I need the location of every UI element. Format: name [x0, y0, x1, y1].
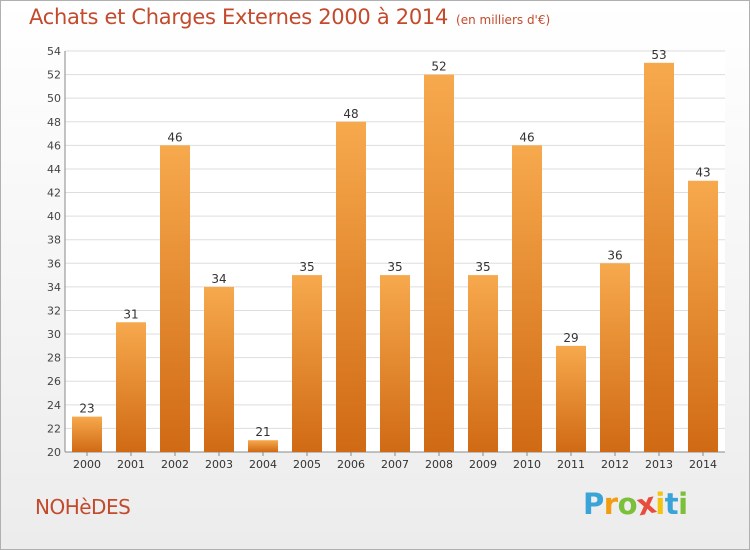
y-tick-label: 52: [47, 69, 61, 82]
data-label: 48: [343, 107, 358, 121]
bar: [292, 275, 322, 452]
data-label: 35: [387, 260, 402, 274]
logo-letter: P: [583, 487, 604, 521]
x-tick-label: 2011: [557, 458, 585, 471]
y-tick-label: 40: [47, 210, 61, 223]
chart-title: Achats et Charges Externes 2000 à 2014 (e…: [29, 5, 550, 29]
y-tick-label: 30: [47, 328, 61, 341]
x-tick-label: 2007: [381, 458, 409, 471]
data-label: 53: [651, 48, 666, 62]
title-text: Achats et Charges Externes 2000 à 2014: [29, 5, 449, 29]
x-tick-label: 2012: [601, 458, 629, 471]
x-tick-label: 2001: [117, 458, 145, 471]
logo-letter: i: [678, 487, 688, 521]
x-tick-label: 2004: [249, 458, 277, 471]
x-tick-label: 2014: [689, 458, 717, 471]
bar: [600, 263, 630, 452]
y-tick-label: 48: [47, 116, 61, 129]
data-label: 35: [299, 260, 314, 274]
y-tick-label: 36: [47, 257, 61, 270]
x-tick-label: 2005: [293, 458, 321, 471]
x-tick-label: 2003: [205, 458, 233, 471]
logo-letter: r: [603, 487, 618, 521]
bar: [336, 121, 366, 452]
y-tick-label: 42: [47, 187, 61, 200]
bar: [644, 62, 674, 452]
bar: [556, 345, 586, 452]
bar: [72, 416, 102, 452]
data-label: 52: [431, 60, 446, 74]
bar: [688, 180, 718, 452]
commune-name: NOHèDES: [35, 495, 131, 519]
bar: [380, 275, 410, 452]
y-tick-label: 44: [47, 163, 61, 176]
bar: [248, 440, 278, 452]
data-label: 23: [79, 402, 94, 416]
x-tick-label: 2002: [161, 458, 189, 471]
y-tick-label: 32: [47, 304, 61, 317]
bar: [160, 145, 190, 452]
x-tick-label: 2000: [73, 458, 101, 471]
y-tick-label: 50: [47, 92, 61, 105]
bar: [512, 145, 542, 452]
data-label: 21: [255, 425, 270, 439]
data-label: 35: [475, 260, 490, 274]
x-tick-label: 2006: [337, 458, 365, 471]
data-label: 43: [695, 166, 710, 180]
bar: [116, 322, 146, 452]
bar: [424, 74, 454, 453]
x-tick-label: 2008: [425, 458, 453, 471]
bar: [468, 275, 498, 452]
logo-letter: o: [617, 487, 638, 521]
x-tick-label: 2013: [645, 458, 673, 471]
chart-subtitle: (en milliers d'€): [456, 13, 551, 27]
y-tick-label: 26: [47, 375, 61, 388]
bar: [204, 286, 234, 452]
x-tick-label: 2010: [513, 458, 541, 471]
y-tick-label: 34: [47, 281, 61, 294]
bar-chart: 20 22 24 26 28 30 32 34 36 38 40 42 44 46 48 50 52 54 23 20…: [47, 45, 725, 471]
data-label: 29: [563, 331, 578, 345]
data-label: 34: [211, 272, 226, 286]
logo-letter: t: [664, 487, 679, 521]
x-tick-label: 2009: [469, 458, 497, 471]
y-tick-label: 46: [47, 139, 61, 152]
y-tick-label: 54: [47, 45, 61, 58]
logo-letter: i: [655, 487, 665, 521]
y-tick-label: 38: [47, 234, 61, 247]
y-tick-label: 24: [47, 399, 61, 412]
data-label: 46: [167, 130, 182, 144]
y-tick-label: 22: [47, 422, 61, 435]
y-tick-label: 20: [47, 446, 61, 459]
data-label: 36: [607, 248, 622, 262]
proxiti-logo: Proxiti: [583, 485, 688, 522]
data-label: 31: [123, 307, 138, 321]
data-label: 46: [519, 130, 534, 144]
y-tick-label: 28: [47, 352, 61, 365]
